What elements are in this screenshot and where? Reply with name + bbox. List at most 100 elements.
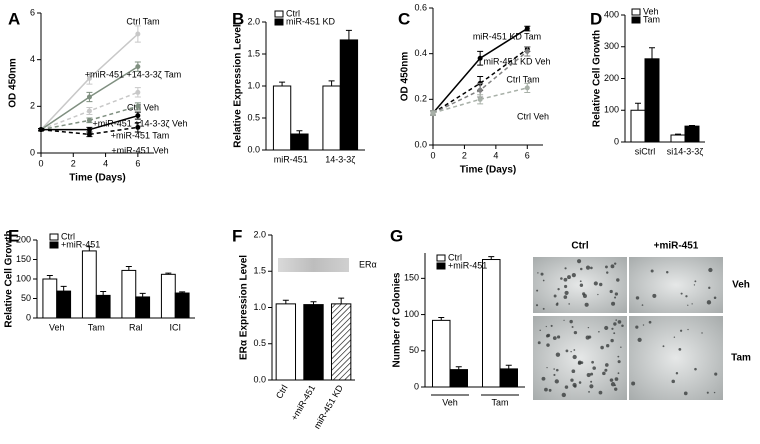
line (40, 126, 138, 136)
colony (606, 343, 610, 348)
series-label: Ctrl Tam (126, 16, 159, 26)
colony (553, 368, 555, 370)
colony (673, 336, 676, 338)
colony (591, 360, 594, 364)
colony (564, 267, 567, 270)
blot-band (278, 258, 349, 272)
legend-swatch (274, 10, 284, 18)
bar (670, 134, 686, 143)
legend-label: +miR-451 (448, 260, 487, 270)
colony (590, 266, 593, 270)
colony (555, 352, 561, 357)
y-tick-label: 0 (30, 147, 35, 157)
colony (610, 382, 616, 387)
colony (571, 273, 576, 278)
y-tick-label: 400 (604, 9, 619, 19)
legend-label: Ctrl (448, 252, 462, 262)
colony (570, 378, 574, 382)
colony (615, 319, 618, 321)
colony (565, 349, 569, 353)
colony (552, 336, 557, 340)
colony (553, 373, 556, 377)
colony (571, 369, 576, 374)
y-tick-label: 200 (16, 234, 31, 244)
bar (499, 368, 518, 388)
x-tick-label: Ral (129, 322, 143, 332)
y-tick-label: 0.6 (414, 2, 427, 12)
legend-swatch (49, 241, 59, 249)
y-tick-label: 150 (16, 254, 31, 264)
colony (540, 272, 544, 276)
colony (614, 377, 619, 381)
colony (589, 384, 594, 389)
error-bar (86, 246, 93, 251)
colony (611, 301, 616, 306)
colony (542, 307, 545, 310)
x-tick-label: Ctrl (274, 383, 290, 400)
marker (477, 96, 483, 102)
colony (694, 280, 697, 283)
colony (546, 366, 548, 369)
colony (584, 302, 589, 307)
marker (86, 94, 92, 100)
error-bar (338, 297, 345, 304)
colony (680, 292, 683, 295)
colony (679, 329, 683, 332)
y-tick-label: 6 (30, 7, 35, 17)
marker (135, 89, 141, 95)
colony (617, 355, 620, 358)
x-tick-label: miR-451 KD (312, 383, 345, 431)
colony (637, 337, 642, 343)
error-bar (505, 364, 512, 369)
colony (588, 390, 590, 393)
colony (687, 304, 689, 306)
y-tick-label: 0.0 (414, 139, 427, 149)
colony (614, 296, 617, 299)
bar (121, 269, 137, 319)
x-tick-label: si14-3-3ζ (667, 146, 704, 156)
bar (290, 133, 309, 151)
y-tick-label: 0 (414, 381, 419, 391)
marker (135, 31, 141, 37)
colony (588, 335, 592, 339)
x-tick-label: 2 (71, 158, 76, 168)
y-tick-label: 1.5 (253, 266, 266, 276)
x-tick-label: 2 (462, 150, 467, 160)
micrograph (533, 316, 627, 400)
colony (685, 295, 688, 298)
colony (694, 367, 697, 371)
colony (617, 320, 622, 324)
x-axis-title: Time (Days) (69, 173, 126, 184)
colony (652, 293, 657, 298)
colony (701, 332, 703, 334)
colony (563, 319, 565, 321)
colony (569, 319, 573, 324)
x-tick-label: 6 (525, 150, 530, 160)
column-label: Ctrl (571, 241, 588, 252)
x-tick-label: ICI (169, 322, 181, 332)
colony (580, 267, 583, 271)
legend-label: +miR-451 (61, 239, 100, 249)
colony (678, 348, 682, 351)
panel-label: C (398, 9, 410, 28)
y-tick-label: 2.0 (247, 16, 260, 26)
colony (609, 378, 614, 382)
y-axis-title: Relative Expression Level (233, 24, 244, 148)
error-bar (345, 29, 352, 40)
panel-label: F (232, 226, 242, 245)
line (432, 48, 528, 114)
colony (536, 289, 539, 292)
colony (556, 302, 559, 305)
colony (573, 330, 578, 335)
legend-swatch (436, 254, 446, 262)
colony (600, 345, 604, 350)
colony (604, 368, 608, 372)
colony (610, 264, 615, 269)
colony (548, 388, 552, 392)
series-label: +miR-451 Tam (111, 130, 170, 140)
colony (713, 296, 717, 299)
colony (687, 328, 689, 331)
colony (708, 286, 711, 289)
colony (606, 271, 609, 274)
